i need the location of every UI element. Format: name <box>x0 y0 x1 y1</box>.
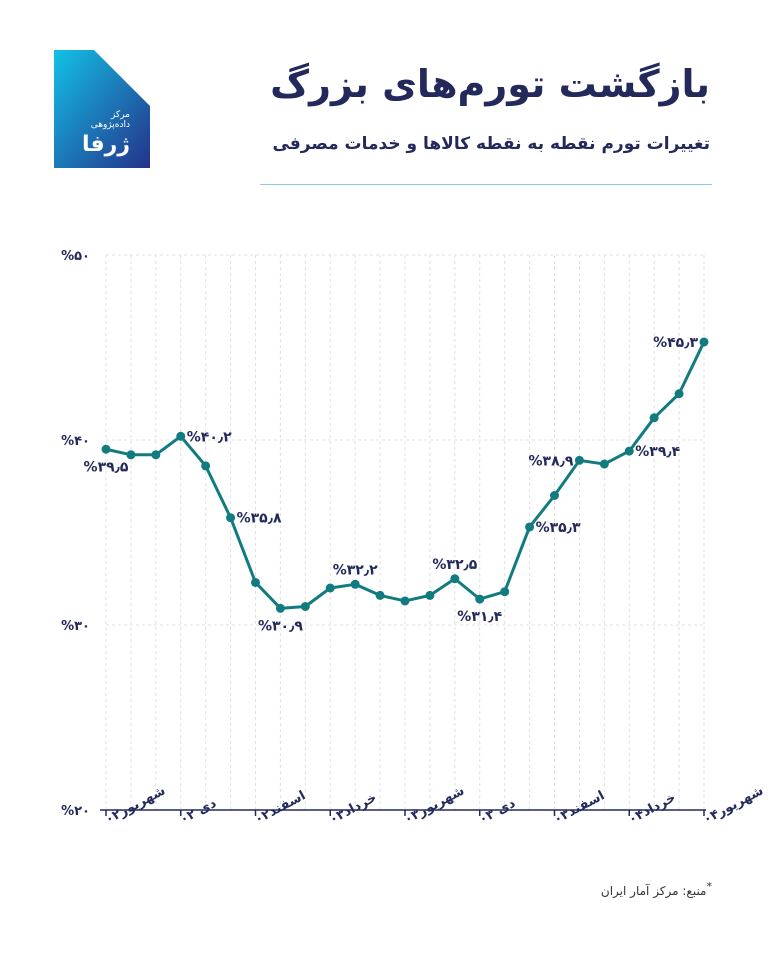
x-tick-label: دی ۰۲ <box>178 796 220 828</box>
data-label: %۳۹٫۵ <box>84 459 129 475</box>
data-label: %۳۸٫۹ <box>529 453 574 469</box>
x-tick-label: خرداد۰۳ <box>327 790 379 827</box>
data-point <box>226 513 236 523</box>
data-label: %۳۰٫۹ <box>258 618 303 634</box>
x-tick-label: شهریور۰۲ <box>103 783 168 827</box>
x-tick-label: دی ۰۳ <box>477 796 519 828</box>
logo-subtitle: مرکز داده‌پژوهی <box>90 110 130 130</box>
data-point <box>699 337 709 347</box>
logo-name: ژرفا <box>82 132 130 157</box>
data-point <box>525 522 535 532</box>
data-point <box>350 579 360 589</box>
data-point <box>151 450 161 460</box>
page-subtitle: تغییرات تورم نقطه به نقطه کالاها و خدمات… <box>272 134 710 154</box>
data-label: %۴۵٫۳ <box>653 335 698 351</box>
data-label: %۳۱٫۴ <box>457 609 502 625</box>
data-point <box>475 594 485 604</box>
data-label: %۳۲٫۵ <box>432 557 477 573</box>
data-point <box>275 603 285 613</box>
x-tick-label: اسفند۰۳ <box>551 788 607 827</box>
data-point <box>674 389 684 399</box>
data-point <box>550 491 559 500</box>
data-label: %۳۹٫۴ <box>635 444 680 460</box>
data-label: %۳۲٫۲ <box>333 562 378 578</box>
source-note: *منبع: مرکز آمار ایران <box>601 880 712 898</box>
logo: مرکز داده‌پژوهی ژرفا <box>52 48 152 170</box>
data-point <box>500 587 510 597</box>
x-tick-label: شهریور۰۴ <box>701 783 766 827</box>
page-title: بازگشت تورم‌های بزرگ <box>270 62 710 106</box>
data-point <box>400 596 410 606</box>
data-point <box>126 450 136 460</box>
data-point <box>101 444 111 454</box>
x-tick-label: شهریور۰۳ <box>402 783 467 827</box>
y-tick-label: %۳۰ <box>61 619 90 634</box>
y-tick-label: %۲۰ <box>61 804 90 819</box>
data-point <box>375 590 385 600</box>
data-point <box>201 461 211 471</box>
data-point <box>450 574 460 584</box>
header-divider <box>260 184 712 185</box>
data-point <box>300 602 310 611</box>
data-point <box>251 577 260 587</box>
data-label: %۳۵٫۳ <box>536 520 581 536</box>
data-label: %۴۰٫۲ <box>187 429 232 445</box>
data-point <box>624 446 634 456</box>
source-text: منبع: مرکز آمار ایران <box>600 884 707 898</box>
data-point <box>176 431 186 441</box>
data-point <box>574 455 584 465</box>
y-tick-label: %۵۰ <box>61 249 90 264</box>
data-point <box>325 583 335 593</box>
x-tick-label: خرداد۰۴ <box>626 790 678 827</box>
data-point <box>649 413 659 423</box>
logo-shape <box>54 50 150 168</box>
data-point <box>599 459 609 469</box>
x-tick-label: اسفند۰۲ <box>252 788 308 827</box>
data-label: %۳۵٫۸ <box>237 511 282 527</box>
y-tick-label: %۴۰ <box>61 434 90 449</box>
source-mark: * <box>706 880 713 893</box>
data-point <box>425 590 435 600</box>
